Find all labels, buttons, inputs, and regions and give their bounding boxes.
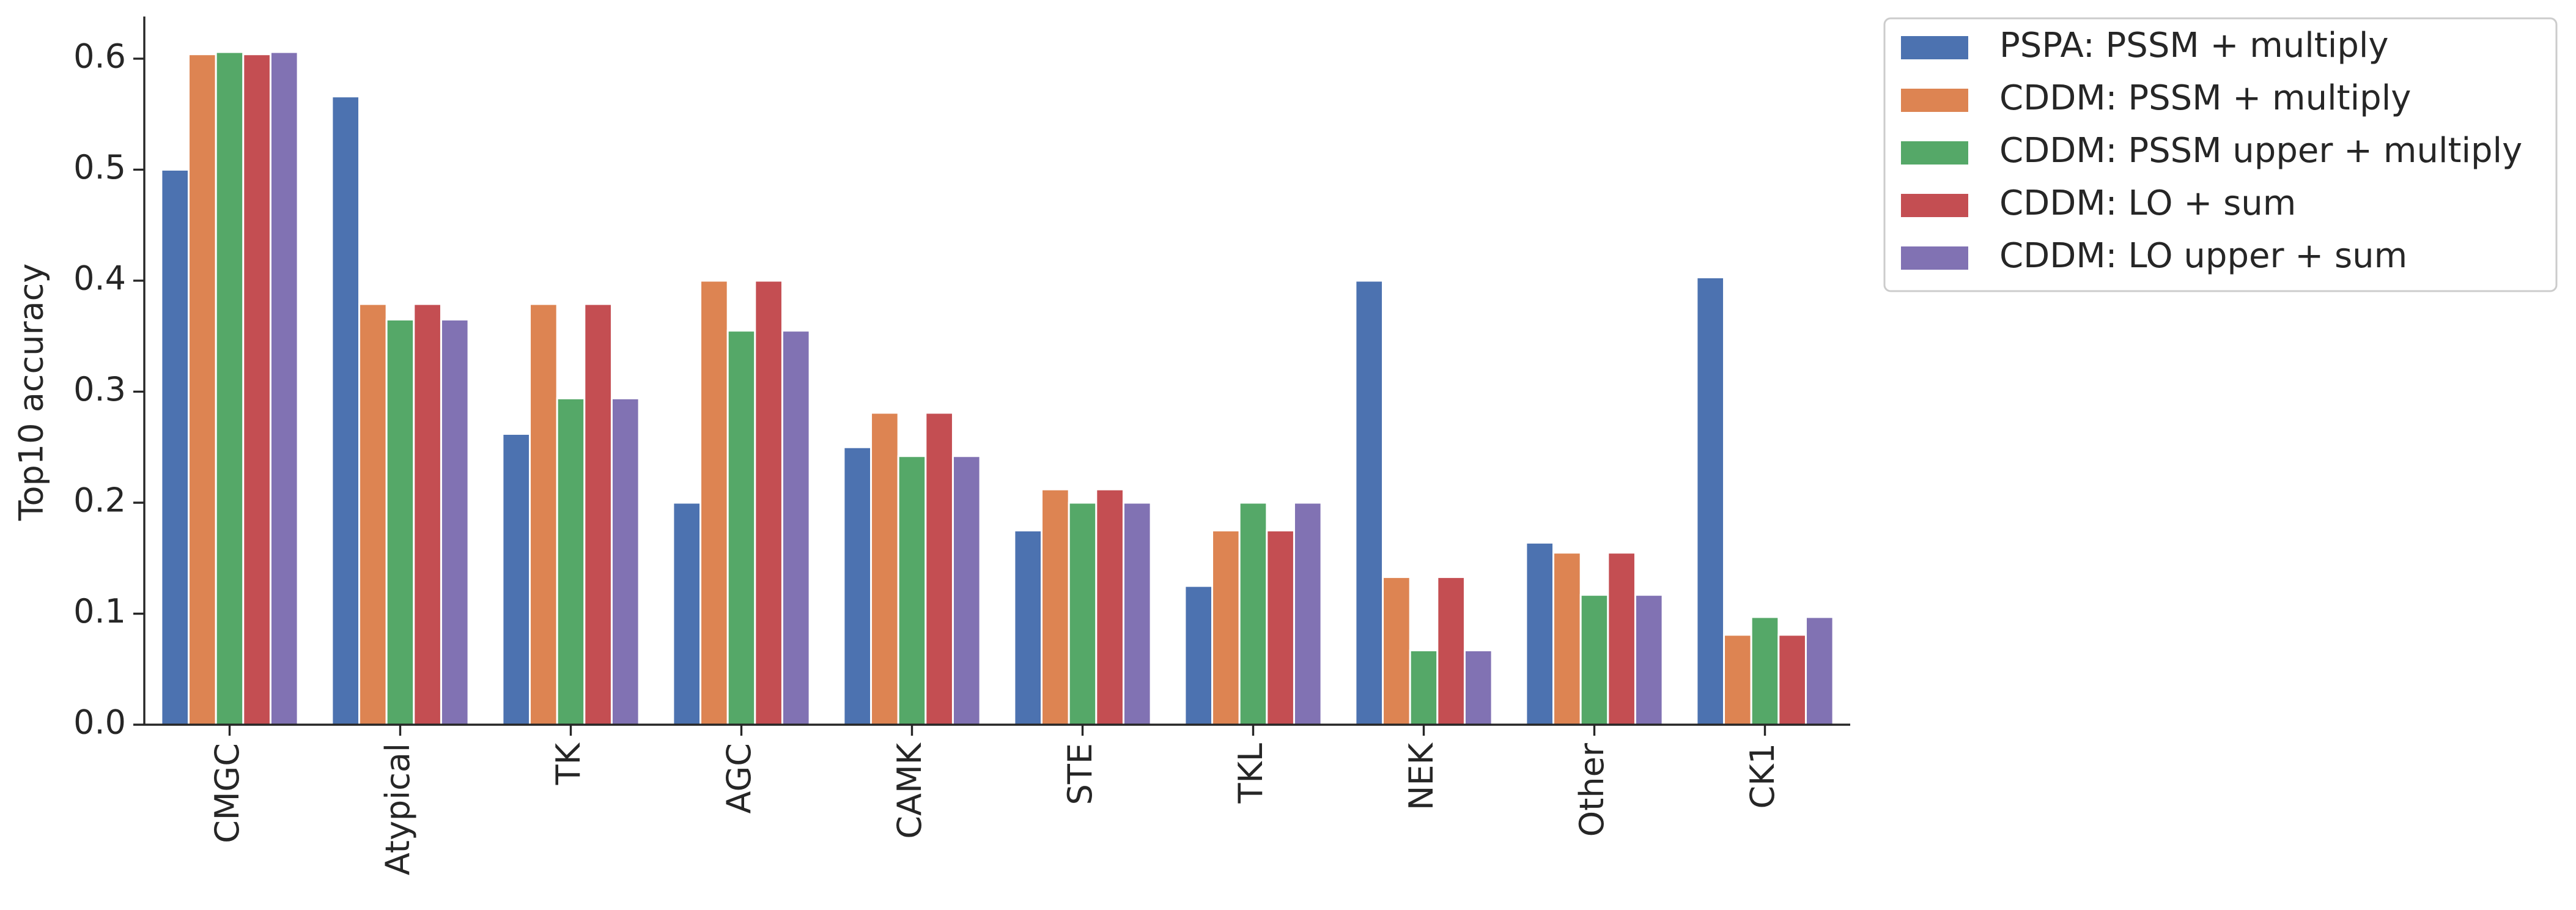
bar bbox=[1525, 541, 1555, 726]
x-tick-label: Other bbox=[1573, 742, 1611, 837]
bar bbox=[1211, 529, 1241, 726]
bar bbox=[583, 303, 613, 726]
bar bbox=[501, 432, 531, 726]
bar bbox=[1122, 501, 1152, 726]
x-tick-label: NEK bbox=[1402, 742, 1441, 810]
bar bbox=[1552, 552, 1582, 726]
bar bbox=[843, 446, 873, 726]
bar bbox=[160, 168, 190, 726]
x-tick-label: TKL bbox=[1231, 743, 1270, 804]
legend-label: CDDM: LO + sum bbox=[1999, 183, 2296, 223]
bar bbox=[897, 455, 927, 726]
bar bbox=[1266, 529, 1295, 726]
bar bbox=[1354, 279, 1384, 726]
y-tick-label: 0.1 bbox=[73, 592, 126, 631]
bar bbox=[331, 95, 361, 726]
bar bbox=[529, 303, 558, 726]
legend: PSPA: PSSM + multiply CDDM: PSSM + multip… bbox=[1883, 17, 2558, 292]
y-tick-label: 0.6 bbox=[73, 37, 126, 76]
bar bbox=[1696, 276, 1725, 726]
bar bbox=[951, 455, 981, 726]
bar bbox=[1095, 488, 1124, 726]
legend-frame bbox=[1883, 17, 2558, 292]
x-tick-label: CAMK bbox=[890, 742, 929, 838]
x-tick-label: STE bbox=[1061, 743, 1099, 805]
bar bbox=[1409, 649, 1439, 726]
x-tick-label: TK bbox=[549, 742, 588, 785]
bar bbox=[1068, 501, 1098, 726]
bar bbox=[440, 319, 470, 726]
bar bbox=[1436, 576, 1466, 726]
bar bbox=[1634, 594, 1664, 726]
bar bbox=[358, 303, 388, 726]
bar bbox=[781, 330, 811, 726]
y-tick-label: 0.5 bbox=[73, 148, 126, 187]
bar bbox=[1463, 649, 1493, 726]
bar bbox=[385, 319, 415, 726]
bar bbox=[1723, 634, 1752, 726]
bar bbox=[924, 412, 954, 726]
legend-label: CDDM: PSSM upper + multiply bbox=[1999, 131, 2522, 171]
y-tick-label: 0.2 bbox=[73, 481, 126, 520]
bar bbox=[1750, 616, 1780, 726]
bar bbox=[1293, 501, 1323, 726]
bar bbox=[726, 330, 756, 726]
bar bbox=[413, 303, 442, 726]
bar bbox=[269, 51, 299, 726]
y-tick-label: 0.4 bbox=[73, 259, 126, 298]
legend-swatch bbox=[1901, 246, 1968, 270]
y-tick-label: 0.3 bbox=[73, 370, 126, 409]
bar bbox=[1238, 501, 1268, 726]
bar bbox=[1041, 488, 1070, 726]
bar bbox=[754, 279, 783, 726]
x-tick-label: CK1 bbox=[1743, 743, 1782, 808]
legend-label: PSPA: PSSM + multiply bbox=[1999, 26, 2389, 65]
legend-swatch bbox=[1901, 89, 1968, 112]
legend-label: CDDM: LO upper + sum bbox=[1999, 236, 2407, 276]
bar bbox=[1607, 552, 1636, 726]
x-tick-label: AGC bbox=[720, 743, 758, 814]
bar bbox=[215, 51, 245, 726]
bar bbox=[242, 53, 271, 726]
bar bbox=[1184, 585, 1214, 726]
bar bbox=[1013, 529, 1043, 726]
bar bbox=[610, 397, 640, 726]
legend-label: CDDM: PSSM + multiply bbox=[1999, 78, 2411, 118]
legend-swatch bbox=[1901, 194, 1968, 217]
bar bbox=[1804, 616, 1834, 726]
bar bbox=[699, 279, 729, 726]
bar bbox=[672, 501, 702, 726]
y-tick-label: 0.0 bbox=[73, 703, 126, 742]
bar bbox=[870, 412, 899, 726]
bar bbox=[556, 397, 586, 726]
bar bbox=[1579, 594, 1609, 726]
bar bbox=[1777, 634, 1807, 726]
x-tick-label: CMGC bbox=[208, 743, 246, 843]
bar bbox=[1382, 576, 1411, 726]
legend-swatch bbox=[1901, 36, 1968, 59]
bar bbox=[188, 53, 217, 726]
y-axis-label: Top10 accuracy bbox=[12, 264, 51, 522]
x-tick-label: Atypical bbox=[378, 743, 417, 875]
legend-swatch bbox=[1901, 141, 1968, 165]
